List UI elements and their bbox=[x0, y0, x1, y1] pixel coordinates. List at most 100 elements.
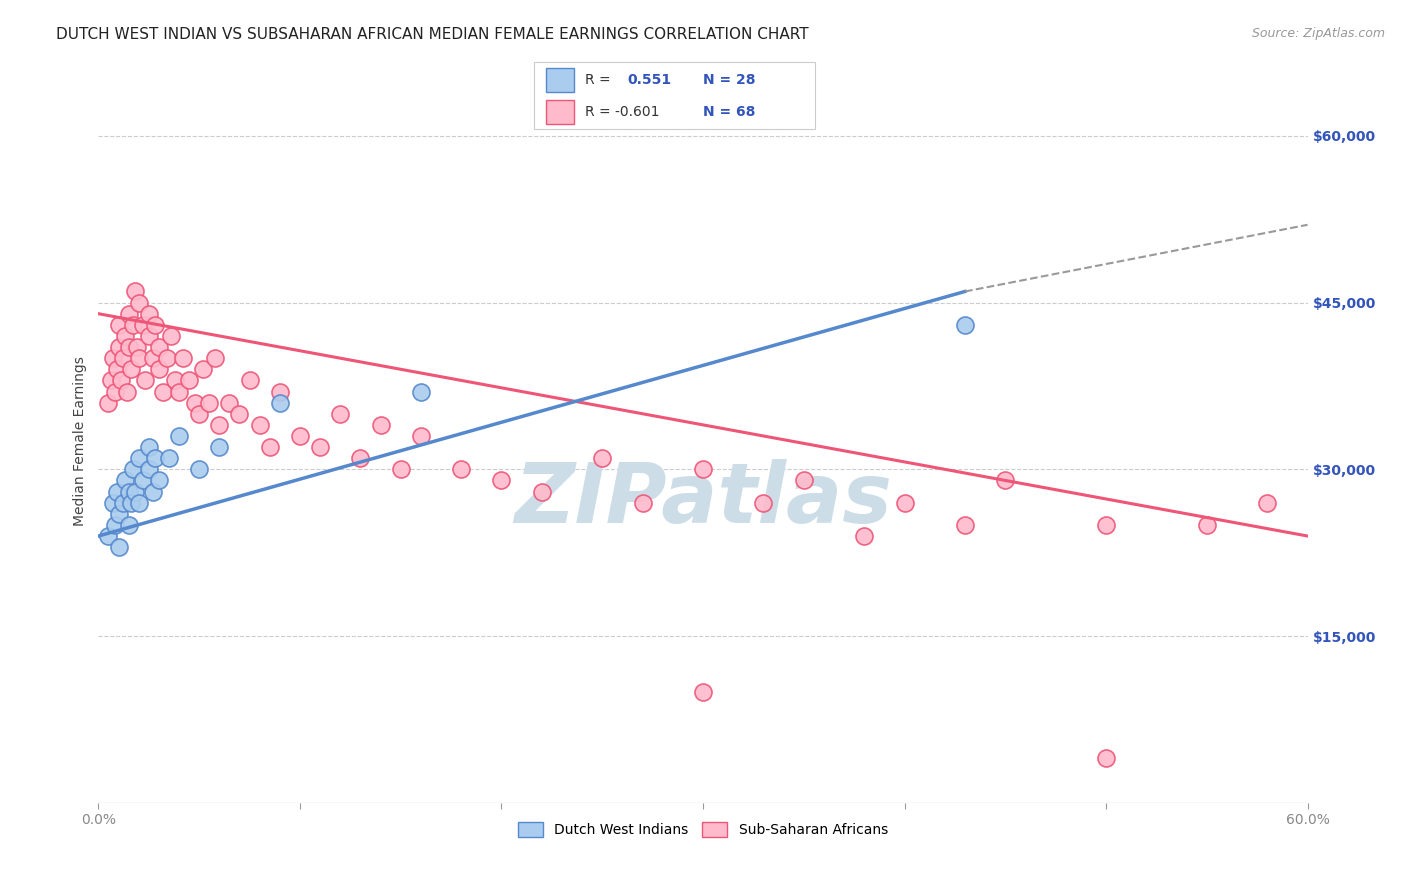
Point bbox=[114, 329, 136, 343]
Point bbox=[167, 429, 190, 443]
Point bbox=[370, 417, 392, 432]
Point bbox=[121, 318, 143, 332]
Point bbox=[128, 295, 150, 310]
FancyBboxPatch shape bbox=[534, 62, 815, 129]
Point bbox=[228, 407, 250, 421]
Bar bbox=[546, 100, 574, 124]
Point bbox=[1195, 517, 1218, 532]
Point bbox=[138, 462, 160, 476]
Point bbox=[121, 462, 143, 476]
Point bbox=[160, 329, 183, 343]
Point bbox=[269, 395, 291, 409]
Point bbox=[893, 496, 915, 510]
Point bbox=[288, 429, 311, 443]
Point bbox=[143, 318, 166, 332]
Point bbox=[101, 496, 124, 510]
Point bbox=[1095, 751, 1118, 765]
Point bbox=[103, 384, 125, 399]
Legend: Dutch West Indians, Sub-Saharan Africans: Dutch West Indians, Sub-Saharan Africans bbox=[513, 817, 893, 843]
Point bbox=[309, 440, 332, 454]
Point bbox=[198, 395, 221, 409]
Point bbox=[97, 529, 120, 543]
Point bbox=[208, 440, 231, 454]
Point bbox=[118, 307, 141, 321]
Point bbox=[1095, 517, 1118, 532]
Point bbox=[793, 474, 815, 488]
Point bbox=[134, 373, 156, 387]
Point bbox=[138, 307, 160, 321]
Point bbox=[100, 373, 122, 387]
Point bbox=[450, 462, 472, 476]
Point bbox=[530, 484, 553, 499]
Text: DUTCH WEST INDIAN VS SUBSAHARAN AFRICAN MEDIAN FEMALE EARNINGS CORRELATION CHART: DUTCH WEST INDIAN VS SUBSAHARAN AFRICAN … bbox=[56, 27, 808, 42]
Text: ZIPatlas: ZIPatlas bbox=[515, 458, 891, 540]
Point bbox=[953, 517, 976, 532]
Point bbox=[156, 351, 179, 366]
Point bbox=[118, 340, 141, 354]
Point bbox=[120, 362, 142, 376]
Point bbox=[389, 462, 412, 476]
Point bbox=[239, 373, 262, 387]
Point bbox=[188, 407, 211, 421]
Point bbox=[752, 496, 775, 510]
Point bbox=[692, 462, 714, 476]
Point bbox=[124, 285, 146, 299]
Point bbox=[853, 529, 876, 543]
Point bbox=[167, 384, 190, 399]
Point bbox=[138, 329, 160, 343]
Point bbox=[148, 362, 170, 376]
Point bbox=[111, 496, 134, 510]
Point bbox=[125, 340, 148, 354]
Point bbox=[115, 384, 138, 399]
Point bbox=[591, 451, 613, 466]
Text: 0.551: 0.551 bbox=[627, 73, 671, 87]
Point bbox=[128, 451, 150, 466]
Point bbox=[994, 474, 1017, 488]
Point bbox=[111, 351, 134, 366]
Point bbox=[103, 517, 125, 532]
Point bbox=[138, 440, 160, 454]
Point bbox=[157, 451, 180, 466]
Point bbox=[142, 484, 165, 499]
Text: N = 28: N = 28 bbox=[703, 73, 755, 87]
Point bbox=[107, 318, 129, 332]
Point bbox=[409, 429, 432, 443]
Point bbox=[105, 362, 128, 376]
Point bbox=[692, 684, 714, 698]
Point bbox=[188, 462, 211, 476]
Point bbox=[259, 440, 281, 454]
Point bbox=[120, 496, 142, 510]
Point bbox=[107, 540, 129, 554]
Point bbox=[124, 484, 146, 499]
Bar bbox=[546, 68, 574, 92]
Point bbox=[184, 395, 207, 409]
Point bbox=[107, 507, 129, 521]
Text: R = -0.601: R = -0.601 bbox=[585, 105, 659, 119]
Point bbox=[142, 351, 165, 366]
Point bbox=[208, 417, 231, 432]
Point bbox=[349, 451, 371, 466]
Y-axis label: Median Female Earnings: Median Female Earnings bbox=[73, 357, 87, 526]
Point bbox=[118, 484, 141, 499]
Point bbox=[118, 517, 141, 532]
Point bbox=[249, 417, 271, 432]
Text: R =: R = bbox=[585, 73, 610, 87]
Point bbox=[128, 496, 150, 510]
Point bbox=[148, 474, 170, 488]
Point bbox=[148, 340, 170, 354]
Point bbox=[172, 351, 194, 366]
Point bbox=[128, 351, 150, 366]
Point bbox=[97, 395, 120, 409]
Point bbox=[1256, 496, 1278, 510]
Point bbox=[204, 351, 226, 366]
Point bbox=[163, 373, 186, 387]
Point bbox=[132, 318, 155, 332]
Point bbox=[193, 362, 215, 376]
Point bbox=[143, 451, 166, 466]
Point bbox=[152, 384, 174, 399]
Point bbox=[491, 474, 513, 488]
Point bbox=[110, 373, 132, 387]
Point bbox=[953, 318, 976, 332]
Point bbox=[105, 484, 128, 499]
Point bbox=[132, 474, 155, 488]
